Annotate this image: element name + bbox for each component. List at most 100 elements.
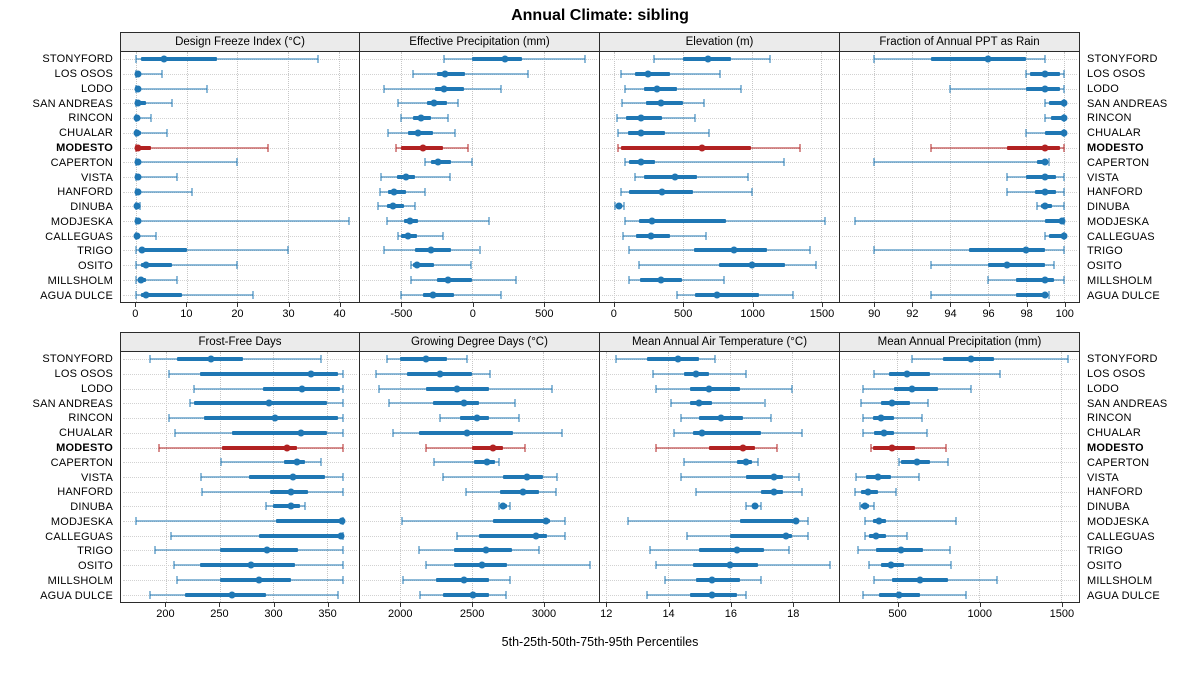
whisker-cap [400, 517, 403, 526]
whisker-range-5-95 [136, 58, 319, 61]
whisker-cap [589, 561, 592, 570]
whisker-cap [614, 355, 617, 364]
whisker-cap [760, 502, 763, 511]
station-label: LOS OSOS [54, 68, 113, 81]
whisker-range-25-75 [141, 292, 182, 297]
median-dot [1022, 246, 1030, 254]
whisker-row [360, 440, 599, 455]
panels-container: Design Freeze Index (°C) 0 10 20 30 40 Effecti… [120, 32, 1080, 328]
panel-row-1: STONYFORD LOS OSOS LODO SAN ANDREAS RINCON CH… [2, 32, 1198, 328]
whisker-range-25-75 [1050, 116, 1064, 121]
station-label: OSITO [77, 260, 113, 273]
median-dot [453, 385, 461, 393]
panel-strip-title: Effective Precipitation (mm) [360, 32, 600, 52]
median-dot [402, 173, 410, 181]
tick-mark [752, 303, 754, 307]
median-dot [1060, 129, 1068, 137]
whisker-row [600, 287, 839, 302]
median-dot [708, 576, 716, 584]
median-dot [137, 276, 145, 284]
median-dot [874, 473, 882, 481]
whisker-range-25-75 [1044, 219, 1064, 224]
tick-label: 3000 [531, 608, 557, 620]
whisker-cap [173, 428, 176, 437]
whisker-cap [374, 370, 377, 379]
whisker-cap [489, 370, 492, 379]
whisker-cap [873, 246, 876, 255]
station-label: HANFORD [1087, 486, 1143, 499]
whisker-cap [863, 531, 866, 540]
station-labels-right: STONYFORD LOS OSOS LODO SAN ANDREAS RINCON CH… [1080, 332, 1198, 628]
tick-mark [730, 603, 732, 607]
whisker-range-25-75 [138, 248, 187, 253]
whisker-cap [911, 355, 914, 364]
station-label: TRIGO [1087, 245, 1123, 258]
panel-plot-area [840, 352, 1080, 603]
whisker-range-5-95 [412, 73, 528, 76]
whisker-cap [775, 443, 778, 452]
whisker-cap [383, 246, 386, 255]
whisker-cap [791, 384, 794, 393]
median-dot [389, 202, 397, 210]
tick-label: 90 [868, 308, 881, 320]
whisker-cap [1047, 290, 1050, 299]
whisker-cap [387, 399, 390, 408]
whisker-cap [702, 99, 705, 108]
median-dot [307, 370, 315, 378]
whisker-cap [236, 261, 239, 270]
whisker-cap [441, 231, 444, 240]
whisker-cap [168, 370, 171, 379]
whisker-cap [175, 172, 178, 181]
whisker-row [121, 440, 359, 455]
median-dot [287, 488, 295, 496]
whisker-cap [814, 261, 817, 270]
whisker-cap [930, 261, 933, 270]
whisker-cap [1043, 55, 1046, 64]
whisker-cap [682, 458, 685, 467]
median-dot [263, 546, 271, 554]
whisker-range-25-75 [200, 372, 338, 377]
whisker-row [360, 573, 599, 588]
tick-label: 96 [982, 308, 995, 320]
station-label: RINCON [1087, 112, 1132, 125]
whisker-cap [1036, 202, 1039, 211]
whisker-range-5-95 [171, 534, 343, 537]
median-dot [967, 355, 975, 363]
whisker-range-25-75 [1016, 277, 1055, 282]
median-dot [733, 546, 741, 554]
tick-label: 0 [610, 308, 617, 320]
whisker-cap [1005, 187, 1008, 196]
median-dot [404, 232, 412, 240]
tick-mark [979, 603, 981, 607]
whisker-row [840, 258, 1079, 273]
whisker-cap [950, 561, 953, 570]
whisker-cap [219, 458, 222, 467]
whisker-row [840, 214, 1079, 229]
whisker-cap [454, 128, 457, 137]
whisker-row [360, 155, 599, 170]
tick-mark [273, 603, 275, 607]
tick-mark [668, 603, 670, 607]
whisker-row [840, 155, 1079, 170]
whisker-row [121, 484, 359, 499]
whisker-cap [320, 355, 323, 364]
tick-mark [288, 303, 290, 307]
tick-label: 1000 [967, 608, 992, 620]
station-label: MILLSHOLM [1087, 274, 1153, 287]
whisker-cap [447, 114, 450, 123]
tick-mark [472, 303, 474, 307]
station-label: RINCON [68, 412, 113, 425]
station-label: SAN ANDREAS [1087, 397, 1168, 410]
median-dot [265, 399, 273, 407]
whisker-range-25-75 [1048, 233, 1064, 238]
whisker-row [840, 543, 1079, 558]
median-dot [698, 429, 706, 437]
median-dot [417, 114, 425, 122]
station-label: OSITO [1087, 260, 1123, 273]
tick-mark [165, 603, 167, 607]
whisker-range-5-95 [401, 520, 565, 523]
median-dot [390, 188, 398, 196]
panel-strip-title: Mean Annual Air Temperature (°C) [600, 332, 840, 352]
median-dot [888, 444, 896, 452]
